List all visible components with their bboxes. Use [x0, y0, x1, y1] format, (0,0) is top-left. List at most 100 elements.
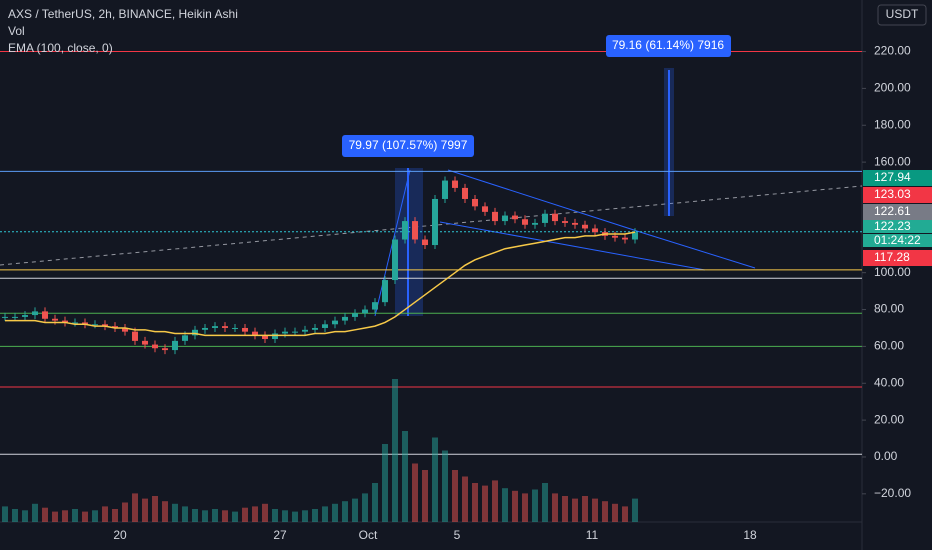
candle [532, 222, 538, 225]
volume-bar [172, 503, 178, 522]
candle [132, 331, 138, 341]
candle [102, 324, 108, 327]
volume-bar [562, 496, 568, 522]
candle [192, 329, 198, 336]
volume-bar [522, 493, 528, 522]
volume-bar [2, 506, 8, 522]
volume-bar [272, 509, 278, 522]
volume-bar [12, 509, 18, 522]
volume-bar [192, 509, 198, 522]
price-badge-label: 122.23 [874, 219, 911, 233]
volume-bar [42, 507, 48, 522]
volume-bar [442, 450, 448, 522]
candle [452, 180, 458, 188]
y-tick-label: 160.00 [874, 154, 911, 168]
currency-box[interactable] [877, 4, 927, 26]
candle [262, 335, 268, 340]
volume-bar [482, 485, 488, 522]
annotation: 79.16 (61.14%) 7916 [612, 38, 724, 52]
candle [552, 213, 558, 222]
annotation: 79.97 (107.57%) 7997 [349, 138, 468, 152]
volume-bar [382, 444, 388, 522]
y-tick-label: 100.00 [874, 265, 911, 279]
candle [152, 344, 158, 349]
volume-bar [82, 511, 88, 522]
volume-bar [512, 490, 518, 522]
volume-bar [122, 502, 128, 522]
volume-bar [392, 379, 398, 522]
volume-bar [182, 506, 188, 522]
volume-bar [362, 493, 368, 522]
volume-bar [422, 470, 428, 522]
x-tick-label: 20 [113, 528, 127, 542]
annotation-box [342, 135, 474, 157]
candle [622, 237, 628, 240]
volume-bar [222, 510, 228, 522]
y-tick-label: 80.00 [874, 302, 904, 316]
y-tick-label: −20.00 [874, 486, 911, 500]
candle [382, 280, 388, 303]
volume-bar [462, 476, 468, 522]
price-badge [863, 220, 932, 233]
volume-bar [102, 506, 108, 522]
x-tick-label: 27 [273, 528, 287, 542]
candle [432, 198, 438, 246]
x-tick-label: 11 [586, 528, 599, 542]
y-tick-label: 180.00 [874, 117, 911, 131]
candle [232, 327, 238, 329]
candle [462, 187, 468, 199]
candle [222, 326, 228, 328]
volume-bar [452, 470, 458, 522]
candle [292, 331, 298, 333]
candle [42, 311, 48, 319]
candle [172, 340, 178, 351]
candle [612, 235, 618, 238]
volume-bar [242, 507, 248, 522]
y-tick-label: 0.00 [874, 449, 898, 463]
candle [392, 239, 398, 281]
candle [572, 222, 578, 225]
wedge-line [447, 169, 641, 233]
volume-bar [332, 503, 338, 522]
ema-line [5, 231, 636, 337]
candle [182, 335, 188, 341]
volume-bar [22, 510, 28, 522]
volume-bar [262, 503, 268, 522]
annotation-box [606, 35, 731, 57]
candle [352, 313, 358, 317]
volume-bar [612, 503, 618, 522]
candle [442, 180, 448, 199]
volume-bar [132, 493, 138, 522]
candle [492, 211, 498, 222]
volume-bar [312, 509, 318, 522]
vol-legend: Vol [8, 24, 25, 38]
volume-bar [252, 506, 258, 522]
x-tick-label: 18 [743, 528, 757, 542]
candle [312, 327, 318, 330]
candle [12, 316, 18, 318]
price-badge [863, 170, 932, 186]
volume-bar [342, 501, 348, 522]
volume-bar [372, 483, 378, 522]
volume-bar [302, 510, 308, 522]
price-badge [863, 250, 932, 266]
currency[interactable]: USDT [886, 7, 919, 21]
candle [362, 309, 368, 314]
volume-bar [152, 496, 158, 522]
y-tick-label: 40.00 [874, 375, 904, 389]
candle [242, 327, 248, 332]
volume-bar [142, 498, 148, 522]
candle [32, 311, 38, 316]
candle [52, 318, 58, 321]
candle [322, 324, 328, 328]
price-badge-label: 122.61 [874, 204, 911, 218]
candle [2, 316, 8, 318]
volume-bar [92, 510, 98, 522]
volume-bar [62, 510, 68, 522]
symbol: AXS / TetherUS, 2h, BINANCE, Heikin Ashi [8, 7, 238, 21]
volume-bar [602, 501, 608, 522]
volume-bar [632, 498, 638, 522]
candle [512, 215, 518, 220]
volume-bar [352, 498, 358, 522]
volume-bar [162, 501, 168, 522]
